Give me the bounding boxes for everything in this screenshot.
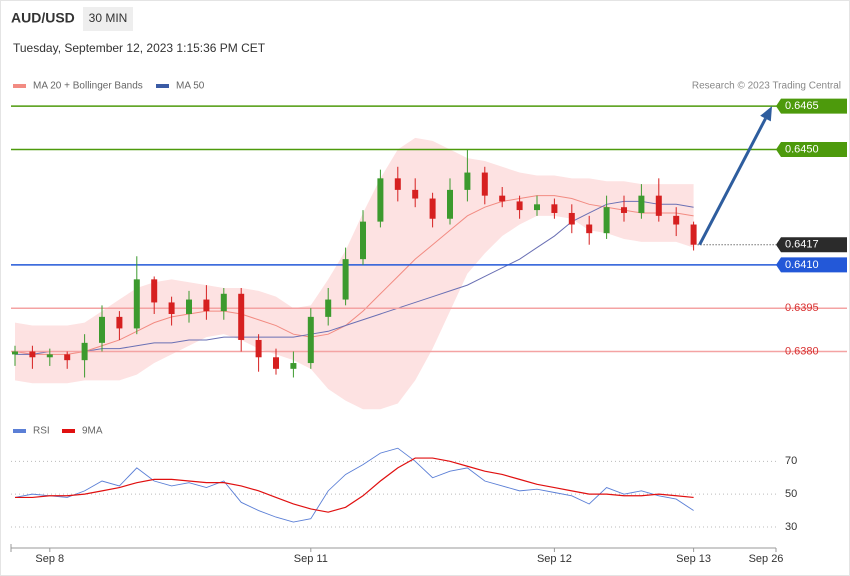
candle-body xyxy=(673,215,680,225)
forecast-arrow xyxy=(698,117,767,246)
candle-body xyxy=(168,302,175,314)
timestamp: Tuesday, September 12, 2023 1:15:36 PM C… xyxy=(13,41,266,55)
level-label: 0.6395 xyxy=(785,302,819,314)
candle-body xyxy=(29,351,36,358)
legend-swatch xyxy=(156,84,169,88)
x-tick-label: Sep 8 xyxy=(35,553,64,565)
candle-body xyxy=(12,351,18,355)
level-box xyxy=(776,141,847,157)
level-label: 0.6417 xyxy=(785,239,819,251)
candle-body xyxy=(464,172,471,190)
candle-body xyxy=(290,363,297,369)
candle-body xyxy=(99,316,105,343)
level-box xyxy=(776,257,847,273)
legend-swatch xyxy=(62,429,75,433)
x-tick-label: Sep 12 xyxy=(537,553,572,565)
candle-body xyxy=(360,221,366,260)
symbol: AUD/USD xyxy=(11,10,75,26)
candle-body xyxy=(151,279,158,303)
x-tick-label: Sep 13 xyxy=(676,553,711,565)
credit: Research © 2023 Trading Central xyxy=(692,81,841,92)
level-label: 0.6410 xyxy=(785,259,819,271)
level-label: 0.6380 xyxy=(785,345,819,357)
candle-body xyxy=(81,342,88,361)
legend-label: RSI xyxy=(33,426,50,437)
candle-body xyxy=(238,293,245,340)
candle-body xyxy=(273,357,279,369)
timeframe: 30 MIN xyxy=(89,11,128,25)
candle-body xyxy=(342,259,349,300)
candle-body xyxy=(116,316,123,329)
level-label: 0.6450 xyxy=(785,143,819,155)
candle-body xyxy=(220,293,227,312)
candle-body xyxy=(499,195,506,202)
rsi-line xyxy=(15,457,694,513)
candle-body xyxy=(325,299,332,317)
candle-body xyxy=(621,207,627,213)
candle-body xyxy=(64,354,71,361)
candle-body xyxy=(412,189,419,199)
candle-body xyxy=(568,212,575,225)
x-end-label: Sep 26 xyxy=(749,553,784,565)
ma50-line xyxy=(15,200,694,355)
ma20-line xyxy=(14,195,694,355)
bollinger-band xyxy=(15,137,694,410)
legend-label: MA 50 xyxy=(176,81,205,92)
candle-body xyxy=(394,178,401,190)
candle-body xyxy=(429,198,436,219)
candle-body xyxy=(638,195,645,213)
level-label: 0.6465 xyxy=(785,100,819,112)
candle-body xyxy=(203,299,210,312)
candle-body xyxy=(655,195,662,216)
y-tick-label: 70 xyxy=(785,455,797,467)
candle-body xyxy=(447,189,453,219)
candle-body xyxy=(586,224,593,234)
candle-body xyxy=(255,339,262,358)
level-box xyxy=(776,98,847,114)
timeframe-box xyxy=(83,7,133,31)
candle-body xyxy=(516,201,523,211)
candle-body xyxy=(307,316,314,364)
legend-swatch xyxy=(13,84,26,88)
y-tick-label: 50 xyxy=(785,488,797,500)
candle-body xyxy=(603,207,610,234)
legend-label: 9MA xyxy=(82,426,103,437)
candle-body xyxy=(534,204,540,211)
legend-label: MA 20 + Bollinger Bands xyxy=(33,81,143,92)
candle-body xyxy=(551,204,558,213)
candle-body xyxy=(46,354,53,358)
y-tick-label: 30 xyxy=(785,521,797,533)
rsi-line xyxy=(14,447,694,523)
x-tick-label: Sep 11 xyxy=(294,553,328,565)
level-box xyxy=(776,237,847,253)
candle-body xyxy=(690,224,697,245)
candle-body xyxy=(186,299,192,314)
candle-body xyxy=(133,279,140,329)
candle-body xyxy=(481,172,488,196)
candle-body xyxy=(377,178,384,222)
forecast-arrowhead xyxy=(760,106,772,122)
legend-swatch xyxy=(13,429,26,433)
